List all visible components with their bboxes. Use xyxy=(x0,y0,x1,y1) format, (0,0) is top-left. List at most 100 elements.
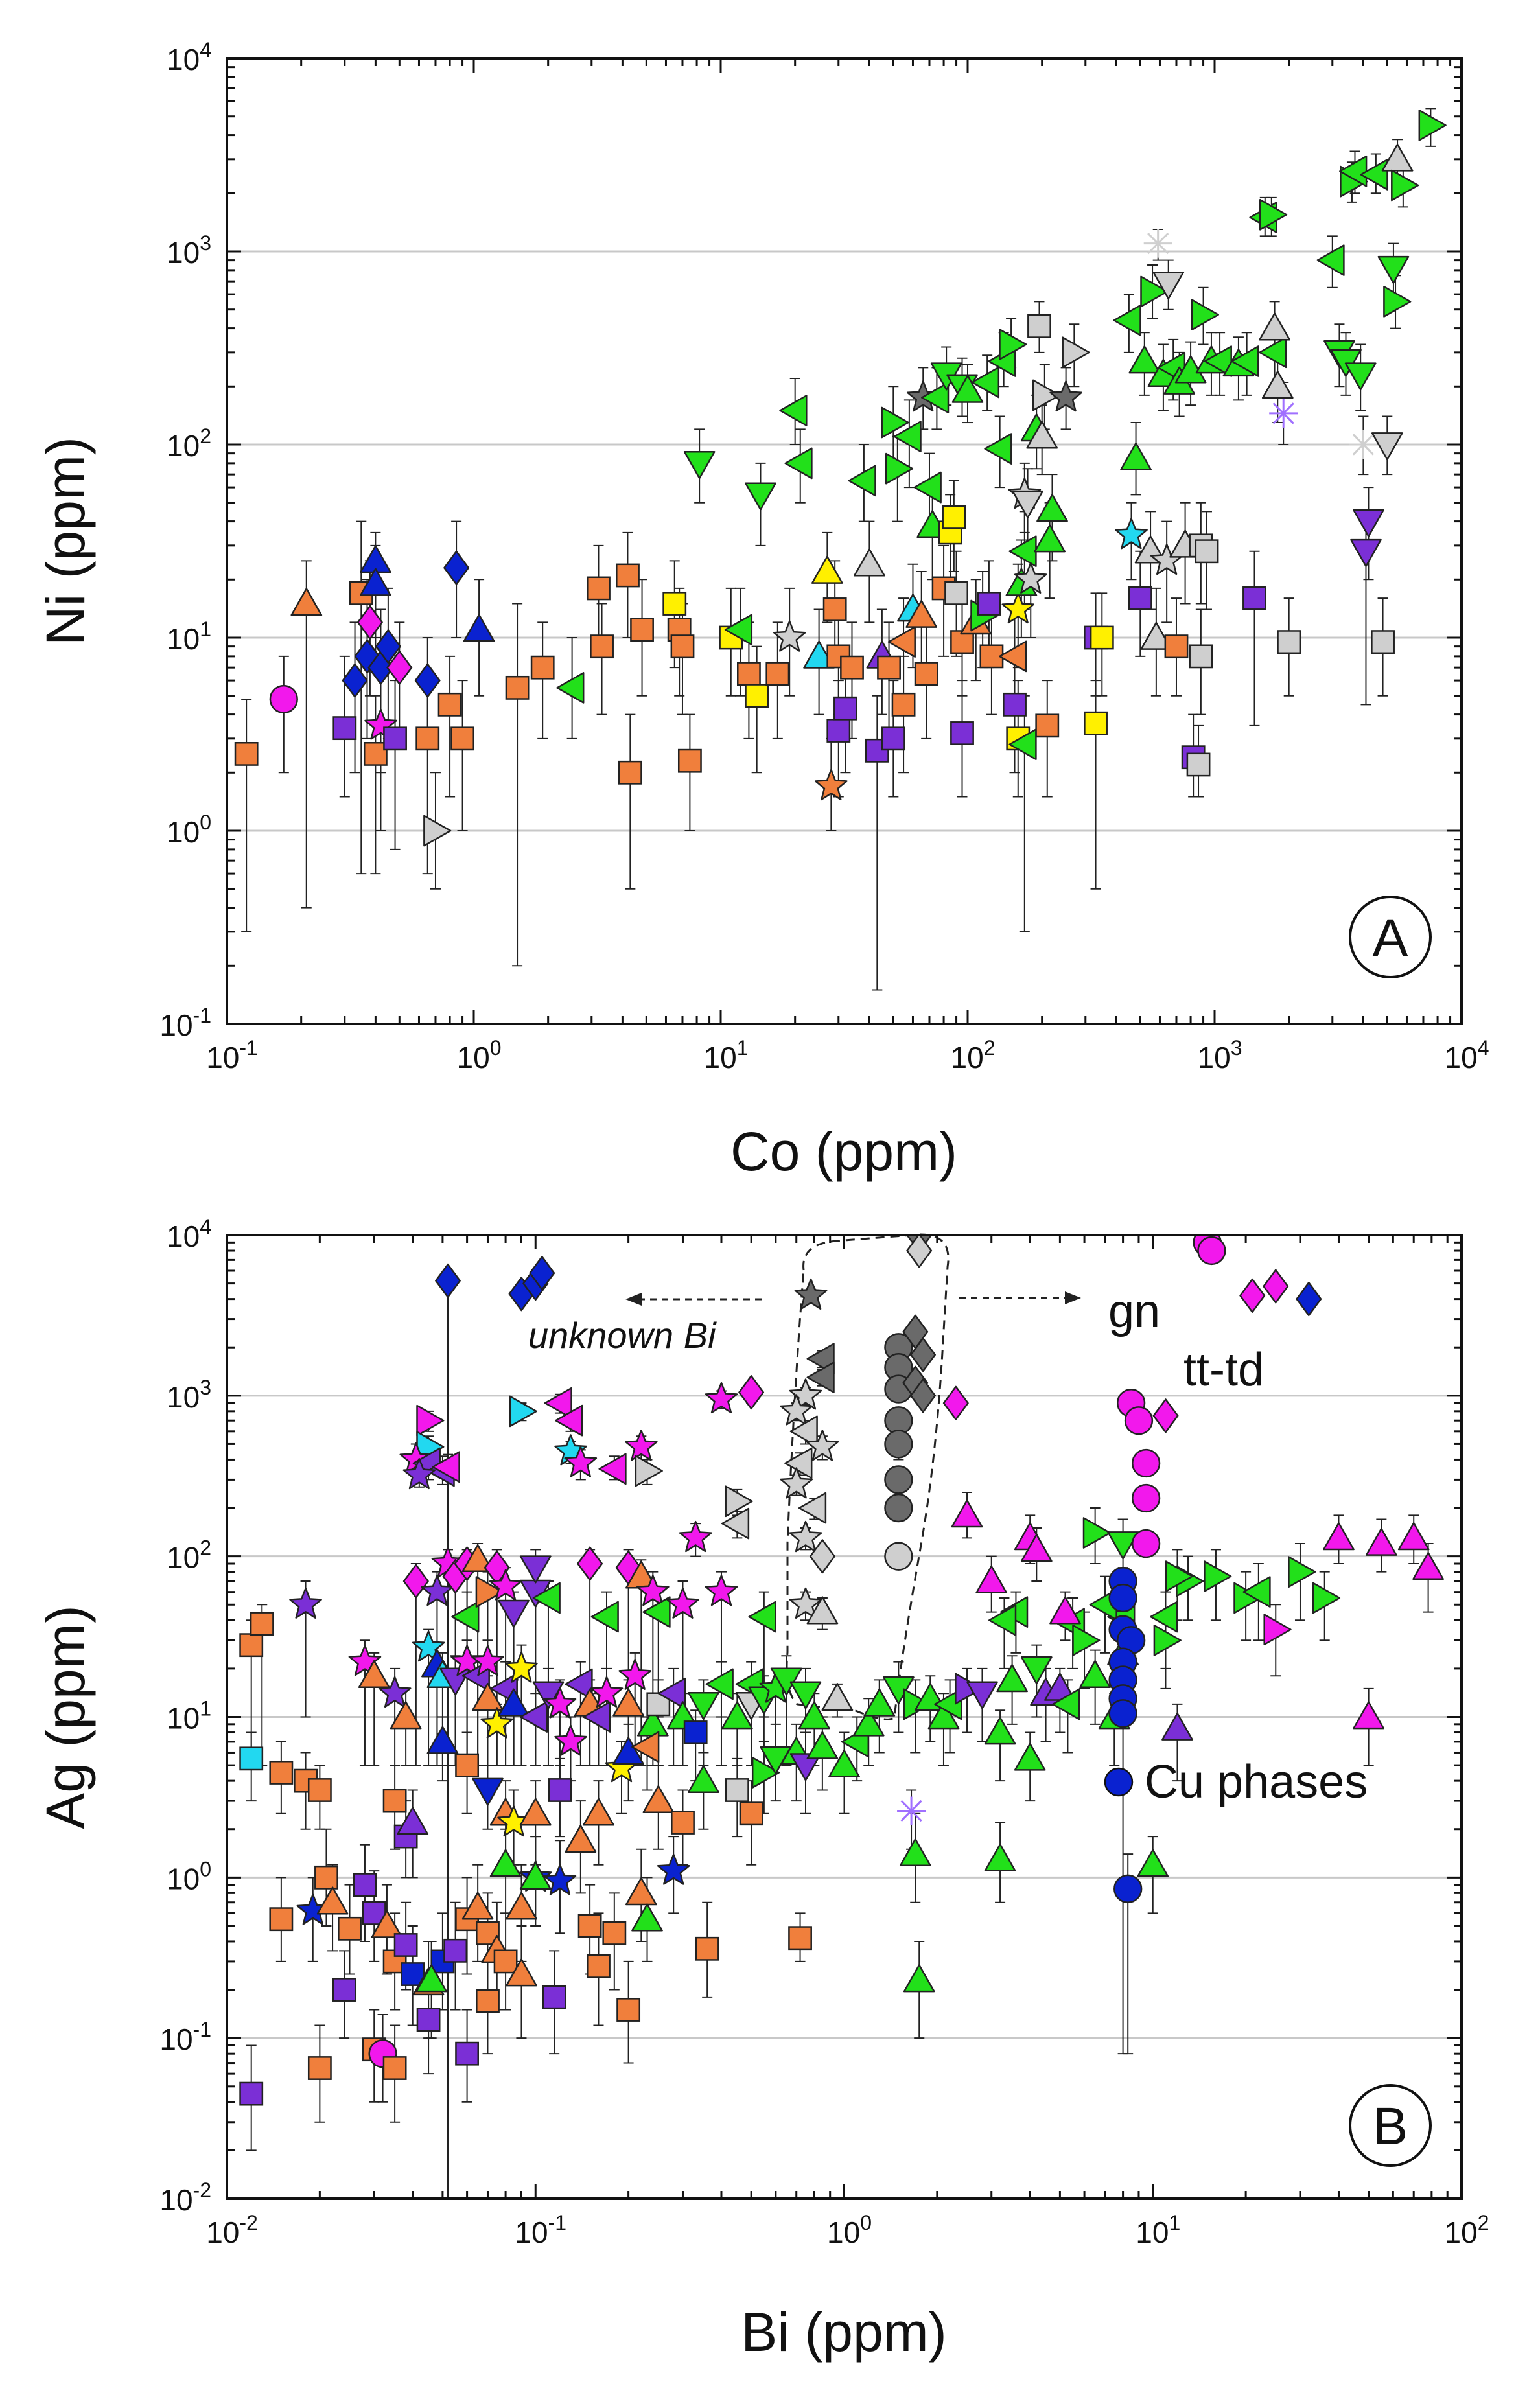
data-point-square-207 xyxy=(382,2056,407,2080)
x-tick-label-3: 102 xyxy=(951,1036,996,1074)
data-point-square-26 xyxy=(587,576,611,601)
data-point-square-23 xyxy=(505,675,530,700)
data-point-triangle-105 xyxy=(565,1824,597,1853)
data-point-triangle-left-140 xyxy=(1259,336,1287,369)
data-point-star-192 xyxy=(543,1864,577,1895)
data-point-square-194 xyxy=(577,1914,602,1938)
data-point-triangle-left-37 xyxy=(724,614,753,646)
data-point-square-39 xyxy=(745,684,769,708)
data-point-star-burst-219 xyxy=(897,1796,926,1825)
data-point-triangle-106 xyxy=(583,1798,614,1826)
data-point-square-95 xyxy=(382,1789,407,1813)
data-point-triangle-down-166 xyxy=(1107,1531,1139,1560)
data-point-triangle-down-89 xyxy=(789,1681,822,1709)
data-point-triangle-left-29 xyxy=(451,1601,480,1633)
data-point-square-176 xyxy=(353,1873,377,1897)
data-point-triangle-left-137 xyxy=(1052,1688,1080,1720)
y-tick-label-5: 104 xyxy=(167,38,211,76)
panel-a-points xyxy=(234,109,1447,847)
data-point-triangle-61 xyxy=(472,1682,504,1711)
data-point-triangle-235 xyxy=(806,1596,839,1625)
data-point-diamond-14 xyxy=(386,650,413,685)
data-point-circle-262 xyxy=(1108,1583,1137,1613)
y-tick-label-1: 100 xyxy=(167,811,211,849)
data-point-triangle-down-100 xyxy=(472,1777,504,1806)
data-point-triangle-198 xyxy=(625,1877,657,1906)
data-point-triangle-217 xyxy=(899,1838,931,1866)
data-point-square-0 xyxy=(234,742,259,766)
y-tick-label-0: 10-1 xyxy=(159,1004,211,1042)
data-point-triangle-right-149 xyxy=(1263,1614,1292,1646)
data-point-triangle-161 xyxy=(951,1499,983,1528)
x-tick-label-4: 102 xyxy=(1445,2211,1489,2249)
panel-a-letter: A xyxy=(1373,909,1408,967)
data-point-triangle-left-227 xyxy=(789,1415,818,1448)
data-point-diamond-8 xyxy=(356,605,383,640)
data-point-star-69 xyxy=(554,1724,587,1756)
data-point-square-27 xyxy=(590,634,614,659)
data-point-star-222 xyxy=(794,1278,828,1310)
data-point-square-189 xyxy=(493,1949,518,1974)
y-tick-label-5: 103 xyxy=(167,1376,211,1414)
data-point-diamond-221 xyxy=(906,1235,933,1268)
data-point-triangle-141 xyxy=(1259,312,1290,341)
data-point-triangle-159 xyxy=(1049,1596,1081,1625)
data-point-triangle-right-60 xyxy=(885,452,914,485)
data-point-star-25 xyxy=(421,1575,454,1606)
data-point-triangle-down-150 xyxy=(1344,362,1377,391)
data-point-circle-242 xyxy=(884,1493,913,1523)
data-point-square-128 xyxy=(1186,752,1211,777)
data-point-star-75 xyxy=(618,1658,652,1690)
data-point-triangle-7 xyxy=(360,568,391,596)
data-point-star-50 xyxy=(348,1645,382,1676)
data-point-star-60 xyxy=(471,1645,504,1676)
data-point-square-155 xyxy=(1371,630,1395,654)
annotation-unknown-bi-label: unknown Bi xyxy=(528,1315,717,1356)
data-point-circle-16 xyxy=(269,684,298,714)
data-point-star-97 xyxy=(1014,562,1047,594)
data-point-triangle-down-130 xyxy=(966,1681,998,1709)
data-point-square-99 xyxy=(455,1753,480,1777)
panel-b-letter-circle xyxy=(1349,2084,1432,2167)
data-point-star-17 xyxy=(625,1430,658,1461)
data-point-triangle-100 xyxy=(1026,421,1058,449)
data-point-triangle-right-101 xyxy=(1032,379,1061,411)
data-point-triangle-left-42 xyxy=(779,395,808,426)
data-point-triangle-119 xyxy=(806,1731,839,1759)
data-point-triangle-right-160 xyxy=(1391,169,1419,202)
data-point-star-90 xyxy=(1001,592,1035,624)
data-point-star-232 xyxy=(789,1520,822,1553)
data-point-triangle-158 xyxy=(1020,1534,1053,1562)
data-point-triangle-left-154 xyxy=(1360,159,1388,191)
data-point-triangle-right-106 xyxy=(1062,336,1090,369)
panel-b-grid xyxy=(227,1395,1462,2039)
data-point-triangle-214 xyxy=(519,1861,552,1890)
data-point-circle-268 xyxy=(1108,1699,1137,1728)
data-point-square-193 xyxy=(542,1985,566,2009)
annotation-unknown-bi: unknown Bi xyxy=(528,1293,762,1356)
data-point-triangle-199 xyxy=(631,1903,663,1932)
data-point-square-11 xyxy=(363,742,388,766)
data-point-square-175 xyxy=(338,1916,362,1941)
data-point-triangle-right-87 xyxy=(999,329,1027,360)
data-point-triangle-right-150 xyxy=(1288,1556,1316,1588)
data-point-triangle-down-157 xyxy=(1377,255,1410,284)
data-point-triangle-left-224 xyxy=(806,1361,835,1393)
data-point-triangle-left-88 xyxy=(999,640,1027,673)
data-point-square-13 xyxy=(383,726,407,751)
x-tick-label-0: 10-1 xyxy=(206,1036,258,1074)
data-point-triangle-right-139 xyxy=(1072,1624,1101,1656)
panel-b-x-axis-title: Bi (ppm) xyxy=(741,2302,946,2363)
data-point-diamond-38 xyxy=(577,1546,603,1581)
data-point-triangle-152 xyxy=(1323,1522,1355,1551)
data-point-diamond-5 xyxy=(354,639,380,674)
data-point-triangle-down-36 xyxy=(519,1555,552,1584)
x-tick-label-1: 100 xyxy=(457,1036,502,1074)
data-point-square-57 xyxy=(877,655,901,680)
data-point-triangle-right-116 xyxy=(1140,275,1169,308)
data-point-star-73 xyxy=(590,1676,624,1708)
data-point-star-burst-151 xyxy=(1349,430,1378,459)
data-point-star-15 xyxy=(564,1446,598,1477)
data-point-star-23 xyxy=(679,1520,712,1553)
data-point-diamond-245 xyxy=(910,1337,937,1372)
